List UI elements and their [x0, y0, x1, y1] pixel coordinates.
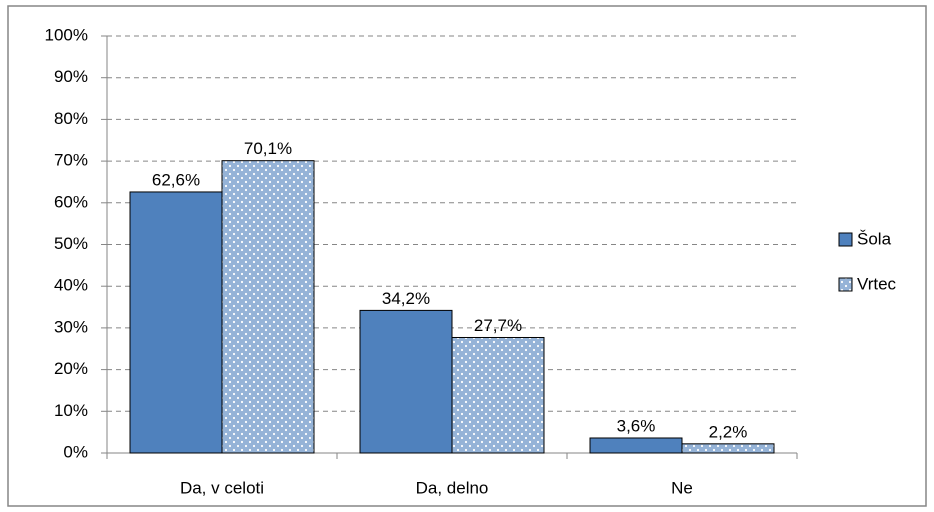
x-tick-label: Ne	[671, 478, 693, 497]
bar	[589, 437, 683, 454]
x-tick-label: Da, v celoti	[180, 478, 264, 497]
value-label: 3,6%	[617, 416, 656, 435]
x-tick-label: Da, delno	[416, 478, 489, 497]
bar	[359, 309, 453, 454]
y-tick-label: 0%	[63, 442, 88, 461]
legend-swatch	[838, 232, 853, 247]
y-tick-label: 90%	[54, 67, 88, 86]
value-label: 70,1%	[244, 139, 292, 158]
y-tick-label: 60%	[54, 192, 88, 211]
legend-label: Vrtec	[857, 274, 897, 293]
value-label: 2,2%	[709, 422, 748, 441]
y-tick-label: 80%	[54, 109, 88, 128]
y-tick-label: 100%	[45, 25, 88, 44]
y-tick-label: 70%	[54, 151, 88, 170]
bar	[451, 336, 545, 454]
y-tick-label: 50%	[54, 234, 88, 253]
y-tick-label: 30%	[54, 317, 88, 336]
bar	[221, 160, 315, 454]
value-label: 62,6%	[152, 170, 200, 189]
legend-swatch	[838, 277, 853, 292]
bar	[129, 191, 223, 454]
legend-label: Šola	[857, 229, 892, 248]
bar	[681, 443, 775, 454]
y-tick-label: 40%	[54, 276, 88, 295]
value-label: 34,2%	[382, 289, 430, 308]
y-tick-label: 20%	[54, 359, 88, 378]
value-label: 27,7%	[474, 316, 522, 335]
y-tick-label: 10%	[54, 401, 88, 420]
